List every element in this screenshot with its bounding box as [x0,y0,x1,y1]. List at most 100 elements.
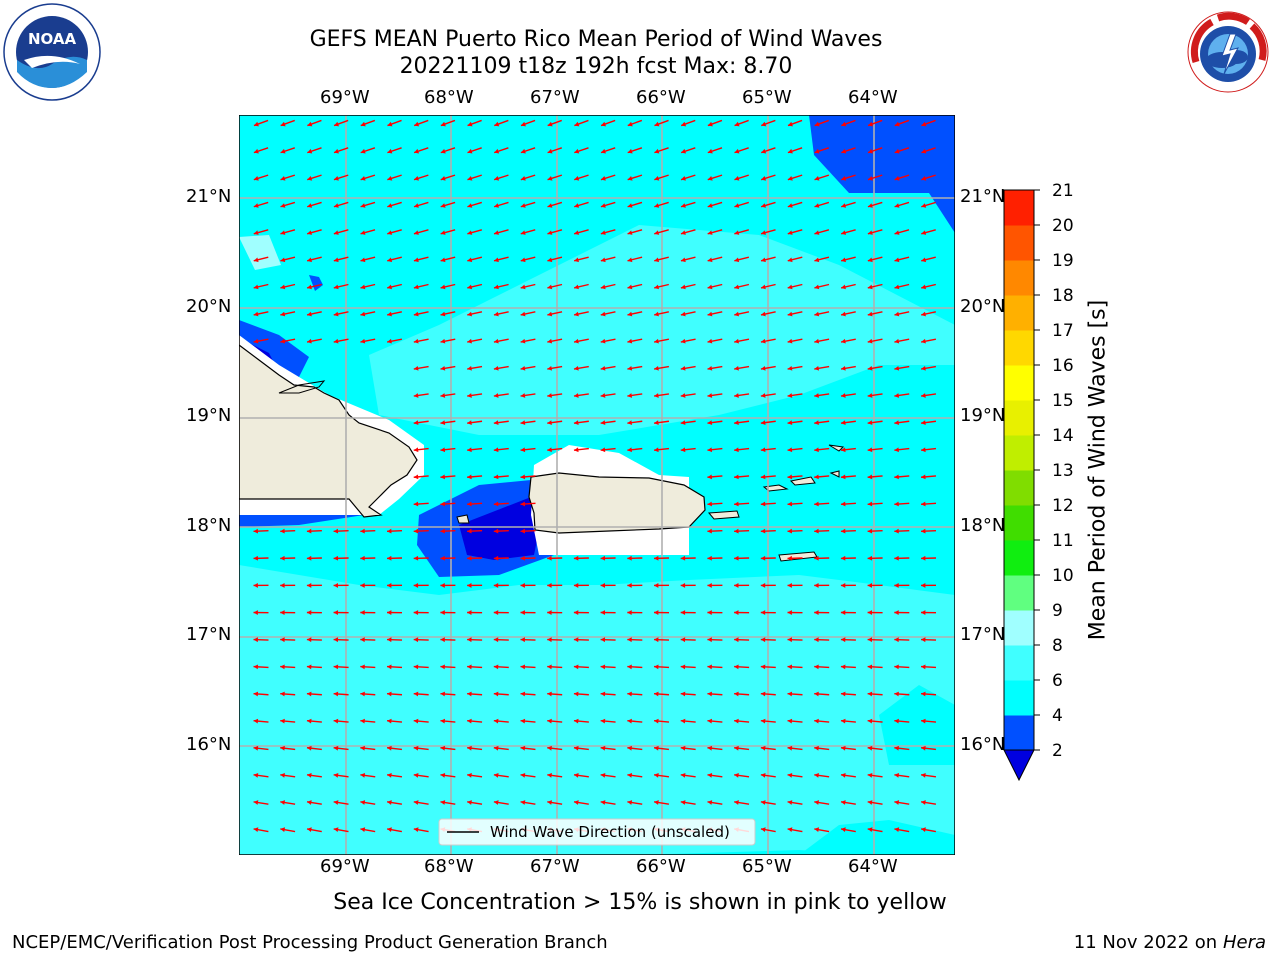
wind-wave-arrowhead [440,121,446,127]
wind-wave-arrowhead [841,827,846,833]
wind-wave-arrowhead [414,176,419,181]
wind-wave-arrowhead [387,664,392,670]
wind-wave-arrowhead [467,528,472,534]
wind-wave-arrowhead [493,338,499,344]
wind-wave-arrowhead [707,393,713,398]
wind-wave-arrowhead [867,555,873,561]
wind-wave-arrowhead [414,121,420,127]
wind-wave-arrowhead [360,338,366,344]
wind-wave-arrowhead [627,121,633,127]
wind-wave-arrowhead [574,203,580,208]
wind-wave-arrowhead [440,583,445,588]
wind-wave-arrowhead [253,338,259,344]
wind-wave-arrowhead [413,230,419,235]
wind-wave-arrowhead [814,745,819,751]
wind-wave-arrowhead [333,311,339,317]
wind-wave-arrowhead [840,664,846,670]
wind-wave-arrowhead [253,257,259,263]
wind-wave-direction-arrows [253,119,937,833]
wind-wave-arrowhead [867,420,873,425]
wind-wave-arrowhead [627,745,632,751]
wind-wave-arrowhead [841,338,846,344]
wind-wave-arrowhead [413,284,419,290]
wind-wave-arrowhead [627,583,632,588]
wind-wave-arrowhead [307,148,313,154]
lon-label-top: 68°W [424,87,474,108]
wind-wave-arrowhead [760,800,766,805]
wind-wave-arrowhead [600,338,606,344]
wind-wave-arrowhead [360,203,366,208]
wind-wave-arrowhead [306,528,312,534]
wind-wave-arrowhead [707,365,713,371]
wind-wave-arrowhead [333,230,339,235]
wind-wave-arrowhead [840,555,846,561]
wind-wave-arrowhead [734,637,739,643]
wind-wave-arrowhead [440,664,445,670]
wind-wave-arrowhead [467,203,473,208]
wind-wave-arrowhead [547,365,553,371]
wind-wave-arrowhead [333,176,339,181]
wind-wave-arrowhead [894,501,899,507]
wind-wave-arrowhead [921,474,926,480]
wind-wave-arrowhead [573,583,579,588]
wind-wave-arrowhead [840,393,846,398]
colorbar-tick-label: 6 [1052,671,1063,691]
wind-wave-arrowhead [680,555,686,561]
wind-wave-arrowhead [921,393,926,398]
colorbar-swatch [1004,540,1034,576]
wind-wave-arrowhead [760,637,766,643]
wind-wave-arrowhead [280,745,285,751]
wind-wave-arrowhead [921,691,926,697]
wind-wave-arrowhead [306,664,312,670]
wind-wave-arrowhead [734,474,739,480]
wind-wave-arrowhead [787,474,793,480]
wind-wave-arrowhead [520,365,526,371]
lat-label-right: 18°N [960,515,1006,536]
wind-wave-arrowhead [334,148,339,154]
wind-wave-arrowhead [734,745,739,751]
wind-wave-arrowhead [627,365,633,371]
wind-wave-arrowhead [840,745,846,751]
wind-wave-arrowhead [280,528,285,534]
colorbar-swatch [1004,295,1034,331]
wind-wave-arrowhead [547,284,553,290]
wind-wave-arrowhead [467,284,473,290]
wind-wave-arrowhead [814,311,820,317]
wind-wave-arrowhead [707,257,713,263]
lat-label-left: 18°N [186,515,232,536]
chart-title: GEFS MEAN Puerto Rico Mean Period of Win… [309,27,883,52]
wind-wave-arrowhead [547,420,552,425]
wind-wave-arrowhead [467,257,473,263]
wind-wave-arrowhead [307,338,312,344]
colorbar-swatch [1004,330,1034,366]
wind-wave-arrowhead [600,420,606,425]
wind-wave-arrowhead [387,583,392,588]
wind-wave-arrowhead [360,284,366,290]
wind-wave-arrowhead [814,338,820,344]
wind-wave-arrowhead [894,745,899,751]
wind-wave-arrowhead [493,284,499,290]
wind-wave-arrowhead [761,148,767,154]
wind-wave-arrowhead [413,474,419,480]
wind-wave-arrowhead [680,311,686,317]
wind-wave-arrowhead [787,121,793,127]
wind-wave-arrowhead [921,637,926,643]
colorbar-swatch [1004,610,1034,646]
wind-wave-arrowhead [573,664,579,670]
wind-wave-arrowhead [360,718,365,724]
wind-wave-arrowhead [894,393,900,398]
colorbar-tick-label: 21 [1052,181,1074,201]
wind-wave-arrowhead [707,664,712,670]
wind-wave-arrowhead [253,718,259,724]
wind-wave-arrowhead [654,610,659,615]
wind-wave-arrowhead [253,664,259,670]
wind-wave-arrowhead [894,311,900,317]
wind-wave-arrowhead [520,176,526,181]
wind-wave-map: Wind Wave Direction (unscaled) [239,115,955,855]
wind-wave-arrowhead [547,555,552,561]
wind-wave-arrowhead [360,311,366,317]
wind-wave-arrowhead [440,528,445,534]
wind-wave-arrowhead [467,745,472,751]
wind-wave-arrowhead [867,393,873,398]
wind-wave-arrowhead [894,555,899,561]
